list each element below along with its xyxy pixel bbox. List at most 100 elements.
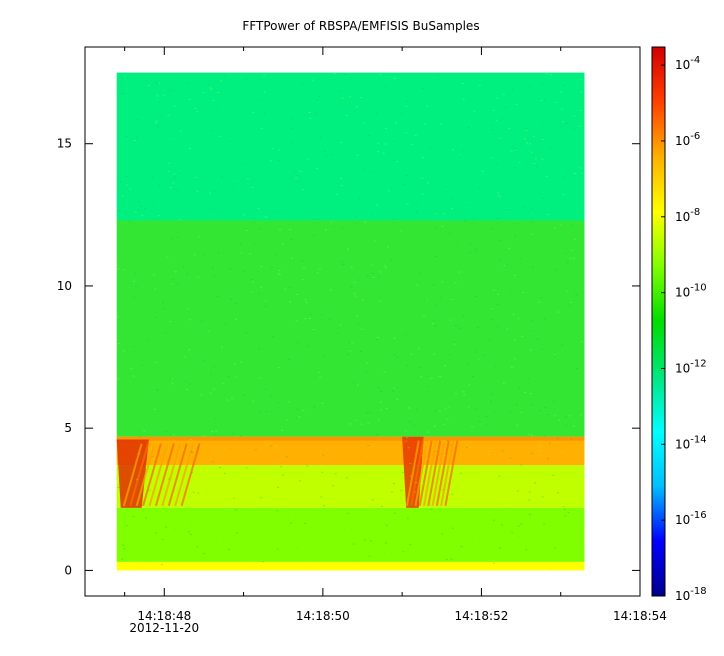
noise-speck (291, 117, 294, 119)
burst-streak (410, 440, 425, 506)
noise-speck (168, 528, 171, 530)
noise-speck (393, 78, 396, 80)
noise-speck (133, 296, 136, 298)
noise-speck (521, 335, 524, 337)
noise-speck (426, 386, 429, 388)
noise-speck (360, 328, 363, 330)
noise-speck (412, 425, 415, 427)
noise-speck (369, 478, 372, 480)
noise-speck (210, 88, 213, 90)
noise-speck (226, 399, 229, 401)
noise-speck (130, 368, 133, 370)
noise-speck (460, 494, 463, 496)
burst-streak (427, 440, 442, 506)
noise-speck (189, 383, 192, 385)
noise-speck (292, 524, 295, 526)
noise-speck (527, 433, 530, 435)
noise-speck (541, 197, 544, 199)
noise-speck (350, 77, 353, 79)
noise-speck (264, 305, 267, 307)
noise-speck (369, 411, 372, 413)
noise-speck (579, 109, 582, 111)
noise-speck (561, 451, 564, 453)
noise-speck (565, 122, 568, 124)
noise-speck (510, 292, 513, 294)
noise-speck (538, 301, 541, 303)
chorus-burst (402, 436, 459, 508)
noise-speck (138, 483, 141, 485)
noise-speck (117, 268, 120, 270)
noise-speck (148, 489, 151, 491)
noise-speck (447, 406, 450, 408)
frequency-band (116, 465, 585, 508)
colorbar-ticks: 10-4 10-6 10-8 10-10 10-12 10-14 10-16 10-18 (661, 55, 707, 603)
noise-speck (384, 85, 387, 87)
noise-speck (197, 276, 200, 278)
noise-speck (329, 289, 332, 291)
noise-speck (176, 236, 179, 238)
noise-speck (450, 299, 453, 301)
noise-speck (535, 165, 538, 167)
noise-speck (406, 100, 409, 102)
noise-speck (169, 321, 172, 323)
noise-speck (408, 421, 411, 423)
noise-speck (451, 149, 454, 151)
noise-speck (427, 431, 430, 433)
noise-speck (393, 512, 396, 514)
noise-speck (138, 436, 141, 438)
noise-speck (319, 451, 322, 453)
noise-speck (553, 400, 556, 402)
noise-speck (525, 130, 528, 132)
noise-speck (163, 308, 166, 310)
noise-speck (379, 271, 382, 273)
noise-speck (531, 404, 534, 406)
noise-speck (443, 501, 446, 503)
noise-speck (186, 273, 189, 275)
burst-streak (444, 440, 459, 506)
noise-speck (525, 548, 528, 550)
noise-speck (439, 297, 442, 299)
noise-speck (376, 204, 379, 206)
frequency-band (116, 561, 585, 571)
noise-speck (182, 449, 185, 451)
noise-speck (323, 504, 326, 506)
noise-speck (251, 291, 254, 293)
noise-speck (498, 195, 501, 197)
noise-speck (569, 439, 572, 441)
noise-speck (135, 489, 138, 491)
noise-speck (377, 151, 380, 153)
noise-speck (259, 377, 262, 379)
noise-speck (305, 302, 308, 304)
y-tick-label: 5 (64, 421, 72, 435)
x-tick-date-label: 2012-11-20 (129, 621, 199, 635)
noise-speck (252, 281, 255, 283)
noise-speck (370, 540, 373, 542)
noise-speck (405, 175, 408, 177)
noise-speck (399, 391, 402, 393)
noise-speck (564, 416, 567, 418)
noise-speck (269, 482, 272, 484)
noise-speck (264, 300, 267, 302)
noise-speck (528, 499, 531, 501)
noise-speck (486, 423, 489, 425)
noise-speck (407, 447, 410, 449)
noise-speck (349, 423, 352, 425)
noise-speck (418, 273, 421, 275)
noise-speck (212, 100, 215, 102)
noise-speck (518, 387, 521, 389)
noise-speck (380, 391, 383, 393)
noise-speck (271, 336, 274, 338)
noise-speck (172, 182, 175, 184)
noise-speck (538, 445, 541, 447)
noise-speck (304, 299, 307, 301)
noise-speck (515, 104, 518, 106)
noise-speck (512, 313, 515, 315)
noise-speck (508, 411, 511, 413)
noise-speck (295, 320, 298, 322)
noise-speck (460, 546, 463, 548)
noise-speck (520, 464, 523, 466)
noise-speck (122, 565, 125, 567)
noise-speck (568, 415, 571, 417)
noise-speck (132, 515, 135, 517)
noise-speck (404, 430, 407, 432)
